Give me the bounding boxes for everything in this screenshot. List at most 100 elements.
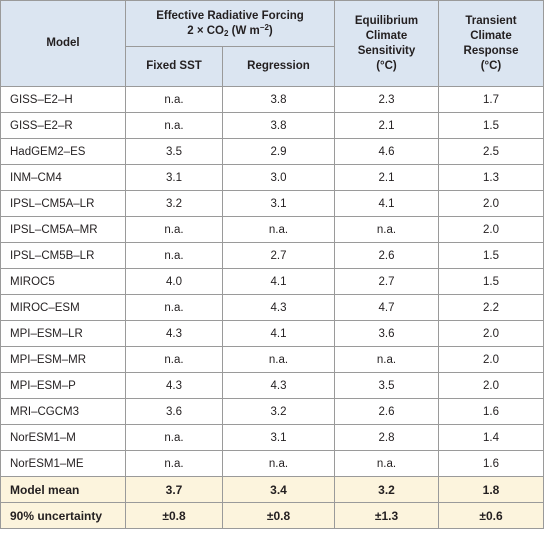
header-model: Model bbox=[0, 0, 126, 87]
tcr-line-1: Transient bbox=[465, 14, 517, 27]
ecs-cell: 2.6 bbox=[334, 398, 439, 425]
model-cell: INM–CM4 bbox=[0, 164, 126, 191]
ecs-cell: 3.5 bbox=[334, 372, 439, 399]
table-row: HadGEM2–ES 3.5 2.9 4.6 2.5 bbox=[0, 138, 544, 165]
tcr-cell: 1.5 bbox=[438, 268, 544, 295]
header-regression: Regression bbox=[222, 46, 335, 87]
model-mean-row: Model mean 3.7 3.4 3.2 1.8 bbox=[0, 476, 544, 503]
fixed-sst-cell: 3.7 bbox=[125, 476, 223, 503]
regression-cell: 3.8 bbox=[222, 112, 335, 139]
model-cell: IPSL–CM5A–MR bbox=[0, 216, 126, 243]
erf-unit-open: (W m bbox=[228, 24, 260, 37]
tcr-cell: 1.7 bbox=[438, 86, 544, 113]
erf-subscript: 2 bbox=[224, 28, 229, 38]
regression-cell: 2.7 bbox=[222, 242, 335, 269]
tcr-line-2: Climate bbox=[470, 29, 512, 42]
regression-cell: 4.3 bbox=[222, 294, 335, 321]
model-cell: IPSL–CM5B–LR bbox=[0, 242, 126, 269]
model-cell: HadGEM2–ES bbox=[0, 138, 126, 165]
ecs-cell: 2.8 bbox=[334, 424, 439, 451]
tcr-cell: 1.8 bbox=[438, 476, 544, 503]
regression-cell: n.a. bbox=[222, 450, 335, 477]
uncertainty-row: 90% uncertainty ±0.8 ±0.8 ±1.3 ±0.6 bbox=[0, 502, 544, 529]
tcr-cell: 2.0 bbox=[438, 372, 544, 399]
table-row: MPI–ESM–LR 4.3 4.1 3.6 2.0 bbox=[0, 320, 544, 347]
model-cell: GISS–E2–R bbox=[0, 112, 126, 139]
tcr-cell: ±0.6 bbox=[438, 502, 544, 529]
regression-cell: 3.0 bbox=[222, 164, 335, 191]
ecs-cell: 4.6 bbox=[334, 138, 439, 165]
model-cell: MPI–ESM–LR bbox=[0, 320, 126, 347]
tcr-cell: 2.2 bbox=[438, 294, 544, 321]
fixed-sst-cell: 4.0 bbox=[125, 268, 223, 295]
erf-unit-close: ) bbox=[268, 24, 273, 37]
ecs-cell: 2.1 bbox=[334, 112, 439, 139]
regression-cell: 3.4 bbox=[222, 476, 335, 503]
ecs-cell: 4.7 bbox=[334, 294, 439, 321]
table-row: GISS–E2–H n.a. 3.8 2.3 1.7 bbox=[0, 86, 544, 113]
tcr-cell: 1.6 bbox=[438, 398, 544, 425]
table-row: NorESM1–ME n.a. n.a. n.a. 1.6 bbox=[0, 450, 544, 477]
regression-cell: 3.1 bbox=[222, 190, 335, 217]
ecs-cell: 2.7 bbox=[334, 268, 439, 295]
ecs-line-2: Climate bbox=[365, 29, 408, 42]
fixed-sst-cell: n.a. bbox=[125, 242, 223, 269]
tcr-cell: 2.0 bbox=[438, 190, 544, 217]
table-row: MPI–ESM–P 4.3 4.3 3.5 2.0 bbox=[0, 372, 544, 399]
table-row: MIROC5 4.0 4.1 2.7 1.5 bbox=[0, 268, 544, 295]
model-cell: IPSL–CM5A–LR bbox=[0, 190, 126, 217]
ecs-line-1: Equilibrium bbox=[354, 14, 419, 27]
model-cell: MPI–ESM–MR bbox=[0, 346, 126, 373]
regression-cell: n.a. bbox=[222, 216, 335, 243]
tcr-line-3: Response bbox=[463, 44, 519, 57]
header-transient-climate-response: Transient Climate Response (°C) bbox=[438, 0, 544, 87]
table-row: IPSL–CM5A–MR n.a. n.a. n.a. 2.0 bbox=[0, 216, 544, 243]
ecs-cell: n.a. bbox=[334, 346, 439, 373]
model-cell: GISS–E2–H bbox=[0, 86, 126, 113]
model-cell: MIROC–ESM bbox=[0, 294, 126, 321]
table-row: IPSL–CM5A–LR 3.2 3.1 4.1 2.0 bbox=[0, 190, 544, 217]
fixed-sst-cell: 3.6 bbox=[125, 398, 223, 425]
fixed-sst-cell: n.a. bbox=[125, 450, 223, 477]
header-equilibrium-climate-sensitivity: Equilibrium Climate Sensitivity (°C) bbox=[334, 0, 439, 87]
model-cell: MRI–CGCM3 bbox=[0, 398, 126, 425]
fixed-sst-cell: 4.3 bbox=[125, 372, 223, 399]
table-row: MPI–ESM–MR n.a. n.a. n.a. 2.0 bbox=[0, 346, 544, 373]
ecs-cell: ±1.3 bbox=[334, 502, 439, 529]
forcing-sensitivity-table: Model Effective Radiative Forcing 2 × CO… bbox=[0, 0, 544, 529]
tcr-cell: 1.4 bbox=[438, 424, 544, 451]
ecs-cell: 4.1 bbox=[334, 190, 439, 217]
fixed-sst-cell: ±0.8 bbox=[125, 502, 223, 529]
tcr-line-4: (°C) bbox=[480, 59, 502, 72]
table-row: INM–CM4 3.1 3.0 2.1 1.3 bbox=[0, 164, 544, 191]
erf-prefix: 2 × CO bbox=[187, 24, 225, 37]
tcr-cell: 2.0 bbox=[438, 346, 544, 373]
regression-cell: 3.1 bbox=[222, 424, 335, 451]
ecs-cell: 3.2 bbox=[334, 476, 439, 503]
erf-superscript: −2 bbox=[259, 22, 269, 32]
ecs-cell: 2.1 bbox=[334, 164, 439, 191]
regression-cell: 4.3 bbox=[222, 372, 335, 399]
table-row: MRI–CGCM3 3.6 3.2 2.6 1.6 bbox=[0, 398, 544, 425]
model-cell: MIROC5 bbox=[0, 268, 126, 295]
table-body: GISS–E2–H n.a. 3.8 2.3 1.7 GISS–E2–R n.a. 3.8 2.… bbox=[0, 86, 544, 529]
table-row: NorESM1–M n.a. 3.1 2.8 1.4 bbox=[0, 424, 544, 451]
model-cell: NorESM1–ME bbox=[0, 450, 126, 477]
fixed-sst-cell: 3.5 bbox=[125, 138, 223, 165]
fixed-sst-cell: n.a. bbox=[125, 424, 223, 451]
ecs-cell: 2.6 bbox=[334, 242, 439, 269]
table-header: Model Effective Radiative Forcing 2 × CO… bbox=[0, 0, 544, 87]
fixed-sst-cell: n.a. bbox=[125, 86, 223, 113]
erf-title: Effective Radiative Forcing bbox=[156, 9, 304, 22]
table-row: IPSL–CM5B–LR n.a. 2.7 2.6 1.5 bbox=[0, 242, 544, 269]
ecs-line-3: Sensitivity bbox=[357, 44, 416, 57]
regression-cell: 4.1 bbox=[222, 268, 335, 295]
fixed-sst-cell: n.a. bbox=[125, 112, 223, 139]
regression-cell: n.a. bbox=[222, 346, 335, 373]
tcr-cell: 1.5 bbox=[438, 112, 544, 139]
table-row: MIROC–ESM n.a. 4.3 4.7 2.2 bbox=[0, 294, 544, 321]
ecs-cell: 3.6 bbox=[334, 320, 439, 347]
fixed-sst-cell: n.a. bbox=[125, 294, 223, 321]
tcr-cell: 1.6 bbox=[438, 450, 544, 477]
tcr-cell: 2.0 bbox=[438, 216, 544, 243]
